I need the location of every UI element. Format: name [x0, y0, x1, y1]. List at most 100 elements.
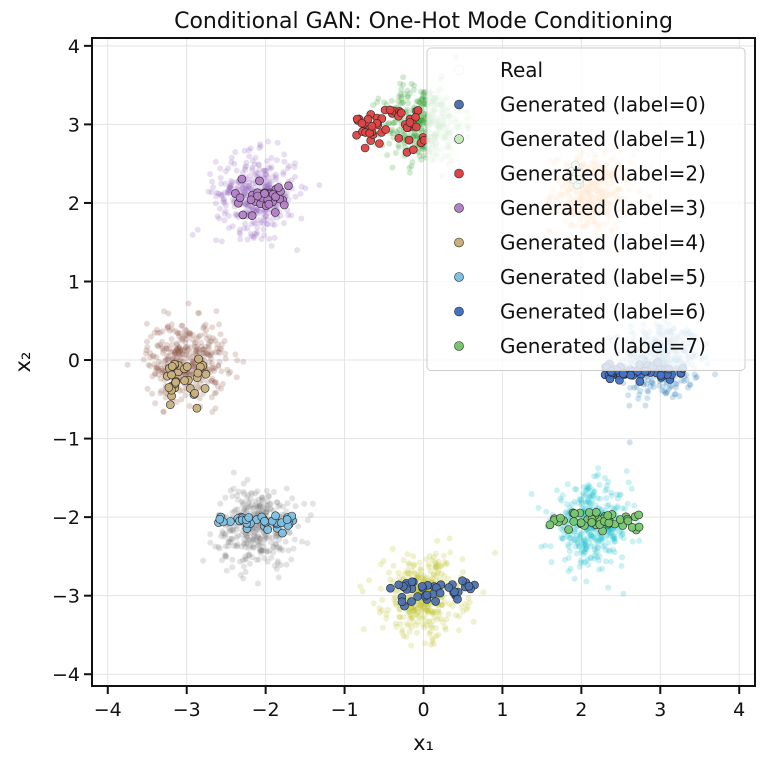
real-point	[216, 545, 223, 552]
real-point	[417, 602, 424, 609]
real-point	[205, 340, 212, 347]
real-point	[153, 326, 160, 333]
real-point	[232, 149, 239, 155]
real-point	[212, 365, 219, 372]
generated-point	[260, 516, 269, 526]
real-point	[147, 363, 153, 370]
real-point	[242, 556, 249, 563]
generated-point	[615, 515, 625, 524]
generated-point	[570, 509, 579, 518]
real-point	[432, 613, 439, 620]
generated-point	[357, 118, 367, 128]
real-point	[147, 349, 154, 356]
real-point	[574, 540, 581, 547]
real-point	[263, 548, 270, 555]
real-point	[419, 94, 426, 101]
real-point	[156, 329, 163, 336]
real-point	[246, 551, 253, 558]
real-point	[575, 500, 581, 507]
real-point	[433, 564, 440, 571]
real-point	[580, 535, 587, 542]
real-point	[184, 346, 191, 353]
real-point	[397, 80, 404, 87]
real-point	[240, 488, 247, 495]
real-point	[673, 380, 680, 387]
real-point	[163, 345, 170, 352]
real-point	[292, 193, 299, 200]
real-point	[243, 163, 249, 170]
generated-point	[226, 517, 235, 526]
real-point	[429, 635, 436, 642]
real-point	[412, 605, 419, 612]
real-point	[583, 500, 589, 507]
real-point	[213, 308, 220, 315]
real-point	[271, 234, 278, 241]
generated-point	[404, 135, 414, 145]
real-point	[592, 549, 599, 555]
real-point	[200, 323, 207, 330]
real-point	[578, 496, 584, 503]
real-point	[412, 132, 418, 139]
real-point	[588, 531, 595, 538]
real-point	[186, 331, 193, 338]
real-point	[234, 541, 241, 548]
real-point	[250, 535, 257, 542]
real-point	[171, 348, 178, 354]
real-point	[669, 394, 676, 401]
real-point	[160, 408, 167, 415]
real-point	[429, 609, 436, 616]
real-point	[217, 205, 223, 212]
real-point	[251, 530, 258, 536]
real-point	[594, 544, 601, 551]
real-point	[441, 598, 448, 605]
real-point	[583, 487, 590, 494]
real-point	[252, 230, 258, 237]
real-point	[605, 539, 612, 546]
real-point	[663, 390, 670, 397]
generated-point	[634, 510, 644, 520]
real-point	[565, 541, 572, 548]
real-point	[379, 596, 386, 603]
real-point	[584, 556, 591, 563]
real-point	[245, 184, 252, 191]
x-tick-label: 1	[496, 699, 508, 721]
real-point	[256, 166, 263, 173]
real-point	[263, 168, 270, 174]
real-point	[393, 602, 400, 609]
real-point	[266, 178, 273, 185]
real-point	[434, 616, 441, 623]
real-point	[572, 486, 578, 492]
real-point	[411, 561, 418, 568]
real-point	[213, 389, 219, 396]
real-point	[250, 532, 257, 539]
real-point	[270, 549, 277, 556]
real-point	[172, 350, 178, 357]
real-point	[458, 604, 465, 610]
real-point	[256, 535, 263, 542]
generated-point	[215, 514, 225, 524]
real-point	[173, 346, 180, 353]
real-point	[427, 568, 434, 575]
real-point	[164, 325, 171, 332]
real-point	[225, 190, 231, 197]
real-point	[413, 132, 420, 139]
real-point	[207, 352, 214, 359]
legend-label: Generated (label=3)	[500, 196, 706, 220]
real-point	[222, 551, 229, 558]
real-point	[256, 502, 263, 509]
real-point	[222, 355, 229, 362]
real-point	[240, 563, 247, 570]
real-point	[245, 147, 252, 154]
real-point	[421, 604, 428, 611]
real-point	[578, 547, 585, 554]
real-point	[189, 358, 196, 365]
real-point	[442, 626, 449, 633]
real-point	[558, 534, 565, 541]
legend-label: Generated (label=4)	[500, 231, 706, 255]
real-point	[390, 130, 396, 137]
real-point	[406, 615, 413, 622]
real-point	[420, 146, 427, 153]
real-point	[435, 562, 442, 569]
real-point	[418, 96, 425, 103]
real-point	[374, 99, 380, 106]
